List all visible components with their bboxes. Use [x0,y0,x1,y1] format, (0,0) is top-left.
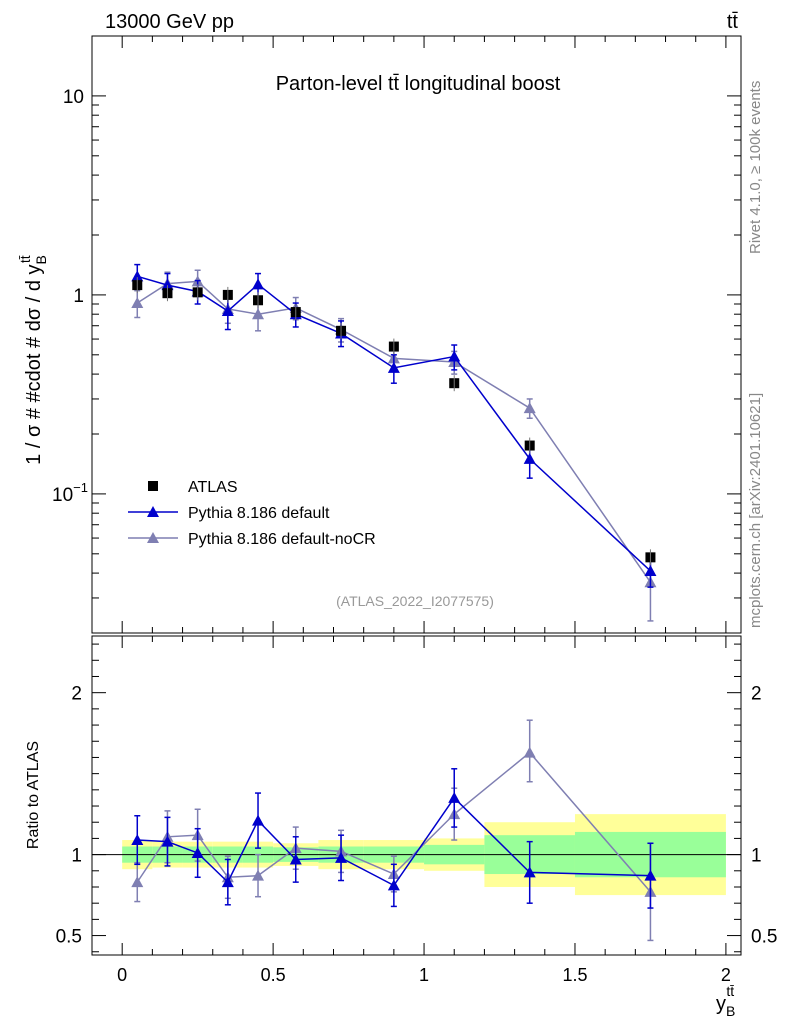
main-y-tick-base-1: 1 [73,286,84,307]
x-tick-label-1: 0.5 [261,965,286,985]
x-tick-label-4: 2 [721,965,731,985]
legend-label-atlas: ATLAS [188,479,238,496]
main-ylabel: 1 / σ # #cdot # dσ / d yBtt̄ [17,255,49,465]
ratio-default-point-8 [448,791,461,803]
legend-label-default: Pythia 8.186 default [188,505,330,522]
main-default-point-4 [252,278,265,290]
main-y-tick-base-0: 10 [52,485,73,506]
ratio-y-tick-label-left-1: 1 [71,846,82,867]
svg-text:1 / σ # #cdot # dσ / d yBtt̄: 1 / σ # #cdot # dσ / d yBtt̄ [17,255,49,465]
main-nocr-point-0 [131,297,144,309]
ratio-default-point-6 [335,851,348,863]
ratio-y-tick-label-right-2: 2 [751,684,762,705]
ratio-y-tick-label-left-2: 2 [71,684,82,705]
analysis-tag: (ATLAS_2022_I2077575) [336,593,494,609]
main-default-point-3 [221,305,234,317]
plot-title: Parton-level tt̄ longitudinal boost [276,73,561,95]
ratio-default-point-7 [387,879,400,891]
main-default-point-9 [523,452,536,464]
ratio-default-point-2 [191,846,204,858]
ratio-default-point-10 [644,869,657,881]
x-axis-label-sub: B [726,1003,735,1019]
main-y-tick-label-2: 10 [63,87,84,108]
energy-label: 13000 GeV pp [105,11,234,33]
main-default-line [137,275,651,572]
main-y-tick-label-0: 10−1 [52,480,88,506]
ratio-frame [91,635,742,956]
main-nocr-point-9 [523,402,536,414]
x-axis-label: yBtt̄ [716,983,735,1019]
main-y-tick-base-2: 10 [63,87,84,108]
x-tick-label-2: 1 [419,965,429,985]
ratio-nocr-point-4 [252,869,265,881]
ratio-nocr-point-0 [131,876,144,888]
legend-marker-default [147,506,159,517]
main-y-tick-label-1: 1 [73,286,84,307]
main-ylabel-text: 1 / σ # #cdot # dσ / d y [23,264,45,464]
ratio-default-point-0 [131,834,144,846]
x-tick-label-0: 0 [117,965,127,985]
main-y-tick-sup-0: −1 [73,480,88,495]
main-nocr-point-4 [252,308,265,320]
ratio-y-tick-label-right-1: 1 [751,846,762,867]
process-label: tt̄ [727,11,739,33]
main-default-point-7 [387,361,400,373]
main-default-point-8 [448,350,461,362]
main-ylabel-sup: tt̄ [17,255,33,263]
ratio-default-point-4 [252,814,265,826]
main-ylabel-sub: B [33,255,49,264]
ratio-y-tick-label-right-0: 0.5 [751,927,777,948]
ratio-default-point-9 [523,866,536,878]
ratio-default-point-1 [161,835,174,847]
ratio-nocr-point-9 [523,746,536,758]
legend-marker-nocr [147,532,159,543]
legend: ATLAS Pythia 8.186 default Pythia 8.186 … [128,479,376,548]
x-tick-label-3: 1.5 [562,965,587,985]
main-default-point-0 [131,270,144,282]
ratio-ylabel: Ratio to ATLAS [25,741,42,849]
ratio-panel: 0 0.5 1 1.5 2 0.5 0.5 1 1 2 2 [56,635,777,985]
x-axis-label-text: y [716,993,726,1015]
legend-marker-atlas [148,481,158,491]
main-default-point-1 [161,279,174,291]
rivet-version-label: Rivet 4.1.0, ≥ 100k events [747,81,764,254]
ratio-default-point-3 [221,876,234,888]
ratio-default-point-5 [289,853,302,865]
x-axis-label-sup: tt̄ [726,983,734,999]
mcplots-label: mcplots.cern.ch [arXiv:2401.10621] [747,393,764,628]
legend-label-nocr: Pythia 8.186 default-noCR [188,531,376,548]
ratio-y-tick-label-left-0: 0.5 [56,927,82,948]
main-frame [91,35,742,634]
main-default-point-10 [644,564,657,576]
